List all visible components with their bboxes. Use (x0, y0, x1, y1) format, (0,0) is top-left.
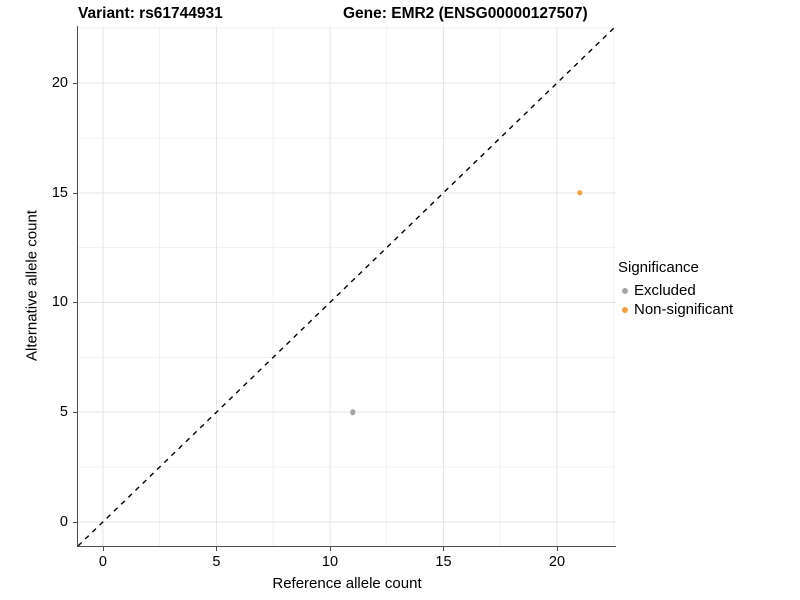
minor-gridlines (78, 26, 616, 546)
legend-item-label: Excluded (634, 282, 696, 299)
x-axis-line (78, 545, 616, 547)
legend: Significance Excluded Non-significant (618, 260, 796, 319)
legend-key-swatch (618, 287, 632, 294)
y-tick-label: 10 (51, 294, 68, 311)
gene-title: Gene: EMR2 (ENSG00000127507) (343, 5, 588, 22)
y-tick-mark (73, 302, 77, 304)
x-tick-label: 5 (212, 554, 221, 570)
plot-data-layer (78, 26, 616, 546)
y-tick-mark (73, 521, 77, 523)
x-tick-label: 0 (98, 554, 108, 570)
legend-item[interactable]: Non-significant (618, 300, 796, 319)
plot-grid-and-data (78, 26, 616, 546)
y-tick-label: 0 (59, 513, 68, 530)
x-tick-label: 15 (435, 554, 452, 570)
legend-title: Significance (618, 259, 699, 276)
x-tick-mark (329, 547, 331, 551)
major-gridlines (78, 26, 616, 546)
x-axis-label: Reference allele count (272, 575, 422, 592)
diagonal-dashed-line (78, 26, 616, 546)
y-tick-mark (73, 412, 77, 414)
x-tick-label: 10 (321, 554, 339, 570)
x-tick-mark (102, 547, 104, 551)
legend-key-swatch (618, 306, 632, 313)
y-tick-label: 5 (59, 403, 68, 420)
x-tick-mark (443, 547, 445, 551)
y-axis-ticks: 0 5 10 15 20 (20, 0, 77, 600)
data-point (576, 190, 583, 196)
legend-items: Excluded Non-significant (618, 281, 796, 319)
legend-item[interactable]: Excluded (618, 281, 796, 300)
x-tick-mark (216, 547, 218, 551)
variant-title: Variant: rs61744931 (78, 5, 223, 22)
y-tick-label: 20 (51, 74, 68, 91)
x-tick-mark (556, 547, 558, 551)
plot-panel (78, 26, 616, 546)
legend-item-label: Non-significant (634, 301, 734, 318)
y-axis-line (77, 26, 79, 547)
y-tick-label: 15 (51, 184, 68, 201)
data-point (349, 409, 356, 415)
legend-dot-icon (622, 306, 628, 313)
y-axis-label: Alternative allele count (23, 210, 41, 361)
y-tick-mark (73, 83, 77, 85)
diagonal-reference-line (78, 26, 616, 546)
legend-dot-icon (622, 287, 628, 294)
x-tick-label: 20 (548, 554, 566, 570)
y-tick-mark (73, 192, 77, 194)
